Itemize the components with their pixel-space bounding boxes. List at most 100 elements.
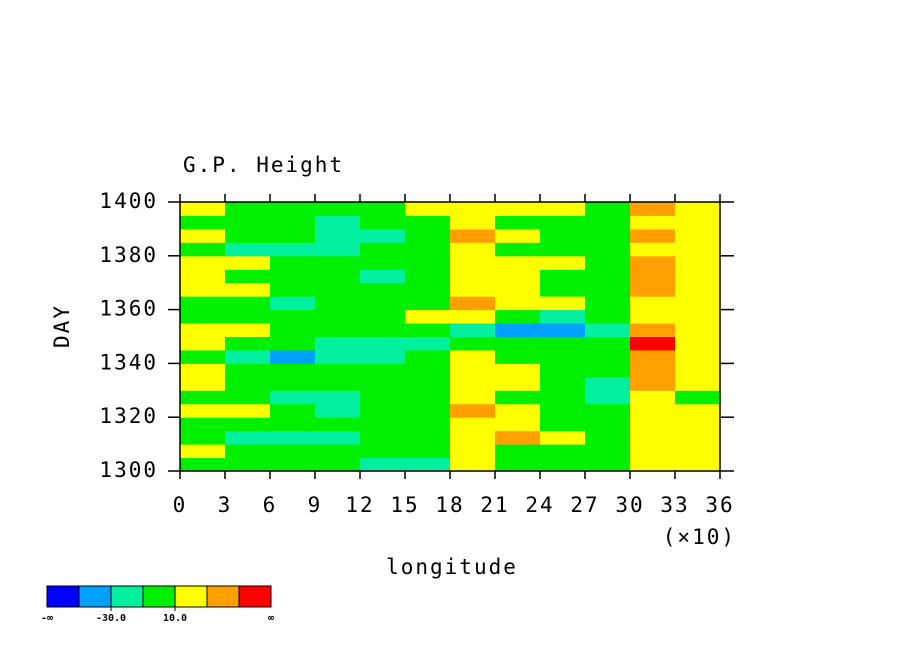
cell	[270, 228, 316, 243]
cell	[450, 323, 496, 337]
cell	[495, 215, 541, 230]
cell	[675, 296, 721, 311]
cell	[315, 430, 361, 445]
cell	[630, 444, 676, 459]
cell	[585, 457, 631, 472]
cell	[540, 376, 586, 391]
cell	[315, 242, 361, 257]
y-tick-label: 1320	[99, 404, 158, 428]
cell	[360, 202, 406, 216]
cell	[270, 202, 316, 216]
cell	[450, 457, 496, 472]
cell	[675, 282, 721, 297]
cell	[225, 390, 271, 405]
colorbar-label: -∞	[41, 613, 53, 624]
x-tick-label: 21	[480, 493, 509, 517]
cell	[540, 323, 586, 337]
cell	[630, 349, 676, 364]
cell	[225, 215, 271, 230]
cell	[405, 390, 451, 405]
cell	[675, 376, 721, 391]
colorbar-box	[142, 585, 176, 608]
cell	[315, 457, 361, 472]
colorbar-label: 10.0	[163, 613, 187, 624]
cell	[495, 444, 541, 459]
cell	[675, 349, 721, 364]
colorbar-label: ∞	[268, 613, 274, 624]
cell	[495, 202, 541, 216]
cell	[225, 282, 271, 297]
cell	[360, 363, 406, 378]
cell	[360, 376, 406, 391]
cell	[585, 296, 631, 311]
cell	[630, 336, 676, 351]
cell	[630, 457, 676, 472]
cell	[360, 403, 406, 418]
cell	[315, 336, 361, 351]
cell	[450, 403, 496, 418]
cell	[225, 309, 271, 324]
y-tick-label: 1340	[99, 350, 158, 374]
cell	[450, 282, 496, 297]
cell	[630, 228, 676, 243]
cell	[405, 228, 451, 243]
cell	[540, 309, 586, 324]
colorbar-box	[206, 585, 240, 608]
cell	[630, 309, 676, 324]
cell	[405, 242, 451, 257]
cell	[675, 430, 721, 445]
cell	[225, 255, 271, 270]
colorbar-box	[78, 585, 112, 608]
cell	[180, 242, 226, 257]
cell	[315, 202, 361, 216]
cell	[585, 417, 631, 432]
cell	[180, 215, 226, 230]
cell	[585, 444, 631, 459]
cell	[585, 349, 631, 364]
cell	[405, 309, 451, 324]
x-tick-label: 6	[263, 493, 278, 517]
cell	[540, 390, 586, 405]
cell	[405, 444, 451, 459]
cell	[315, 403, 361, 418]
x-multiplier: (×10)	[663, 525, 736, 549]
cell	[675, 242, 721, 257]
cell	[540, 363, 586, 378]
cell	[630, 363, 676, 378]
cell	[540, 403, 586, 418]
cell	[360, 349, 406, 364]
cell	[270, 255, 316, 270]
cell	[675, 363, 721, 378]
cell	[540, 282, 586, 297]
cell	[585, 202, 631, 216]
cell	[315, 390, 361, 405]
cell	[540, 228, 586, 243]
y-axis-label: DAY	[50, 304, 74, 348]
cell	[225, 349, 271, 364]
cell	[315, 215, 361, 230]
cell	[315, 417, 361, 432]
cell	[225, 417, 271, 432]
cell	[495, 309, 541, 324]
cell	[585, 323, 631, 337]
cell	[495, 296, 541, 311]
cell	[180, 202, 226, 216]
cell	[495, 336, 541, 351]
cell	[585, 269, 631, 284]
cell	[180, 403, 226, 418]
cell	[405, 323, 451, 337]
colorbar-box	[174, 585, 208, 608]
cell	[315, 323, 361, 337]
cell	[360, 309, 406, 324]
cell	[315, 444, 361, 459]
cell	[180, 417, 226, 432]
cell	[180, 269, 226, 284]
cell	[360, 228, 406, 243]
cell	[225, 269, 271, 284]
cell	[495, 255, 541, 270]
cell	[180, 309, 226, 324]
x-tick-label: 24	[525, 493, 554, 517]
cell	[315, 309, 361, 324]
x-tick-label: 30	[615, 493, 644, 517]
cell	[405, 296, 451, 311]
